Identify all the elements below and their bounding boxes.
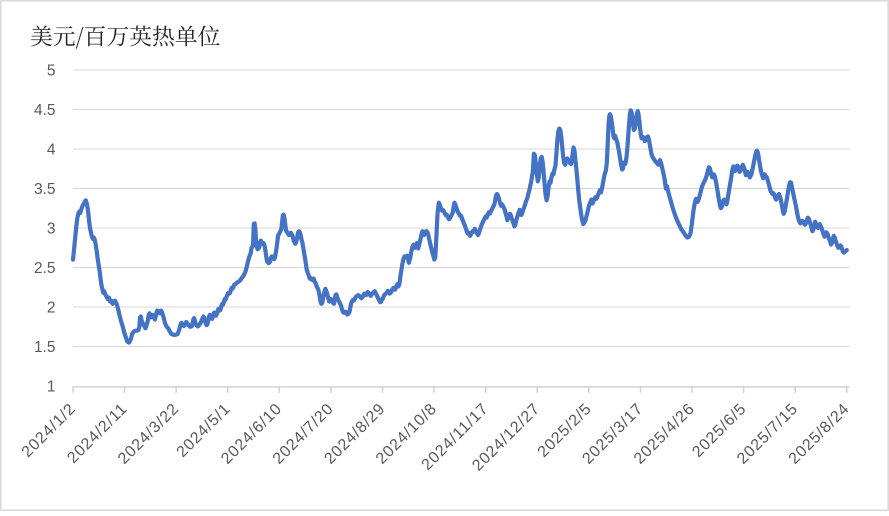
svg-text:3: 3	[47, 220, 56, 237]
svg-text:2: 2	[47, 299, 56, 316]
svg-text:1: 1	[47, 378, 56, 395]
svg-text:4.5: 4.5	[34, 102, 56, 119]
svg-text:3.5: 3.5	[34, 181, 56, 198]
svg-text:1.5: 1.5	[34, 339, 56, 356]
svg-text:2.5: 2.5	[34, 260, 56, 277]
svg-text:5: 5	[47, 62, 56, 79]
svg-text:4: 4	[47, 141, 56, 158]
